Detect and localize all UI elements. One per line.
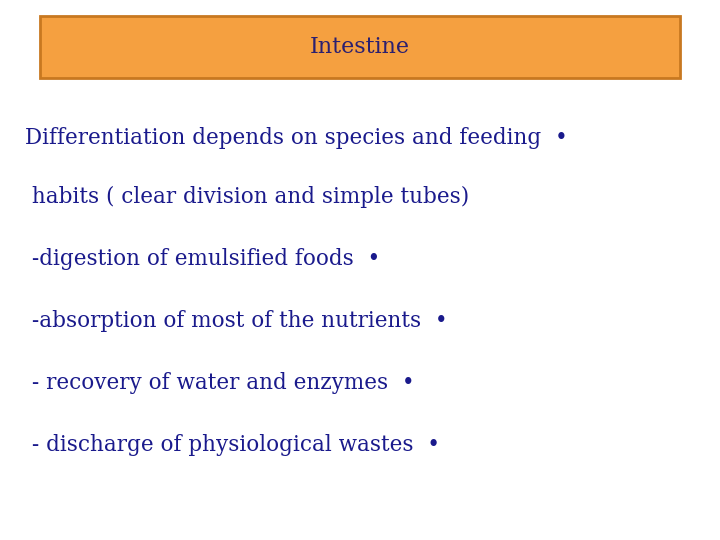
Text: habits ( clear division and simple tubes): habits ( clear division and simple tubes…	[25, 186, 469, 208]
Text: - discharge of physiological wastes  •: - discharge of physiological wastes •	[25, 435, 440, 456]
Text: - recovery of water and enzymes  •: - recovery of water and enzymes •	[25, 373, 415, 394]
Text: -digestion of emulsified foods  •: -digestion of emulsified foods •	[25, 248, 380, 270]
Text: Intestine: Intestine	[310, 36, 410, 58]
Text: Differentiation depends on species and feeding  •: Differentiation depends on species and f…	[25, 127, 568, 148]
Text: -absorption of most of the nutrients  •: -absorption of most of the nutrients •	[25, 310, 448, 332]
FancyBboxPatch shape	[40, 16, 680, 78]
